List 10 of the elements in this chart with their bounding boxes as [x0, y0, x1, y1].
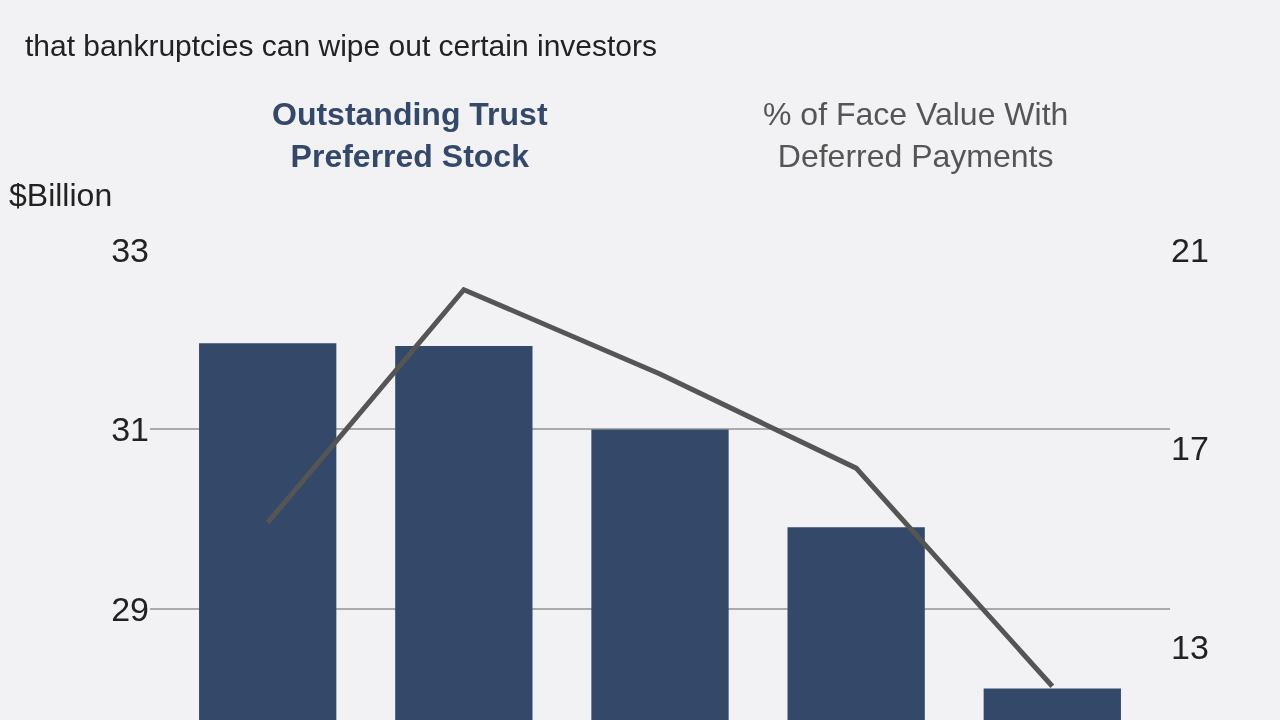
- chart-subtitle: that bankruptcies can wipe out certain investors: [25, 29, 658, 62]
- y2-tick-label: 13: [1171, 627, 1209, 666]
- text: Outstanding Trust Preferred Stock: [272, 96, 548, 174]
- y2-tick-label: 21: [1171, 230, 1209, 269]
- y-tick-label: 29: [111, 589, 149, 628]
- y2-tick-label: 17: [1171, 429, 1209, 468]
- y-tick-label: 31: [111, 410, 149, 449]
- text: % of Face Value With Deferred Payments: [763, 96, 1069, 174]
- y-tick-label: 33: [111, 230, 149, 269]
- y-axis-title: $Billion: [9, 177, 113, 213]
